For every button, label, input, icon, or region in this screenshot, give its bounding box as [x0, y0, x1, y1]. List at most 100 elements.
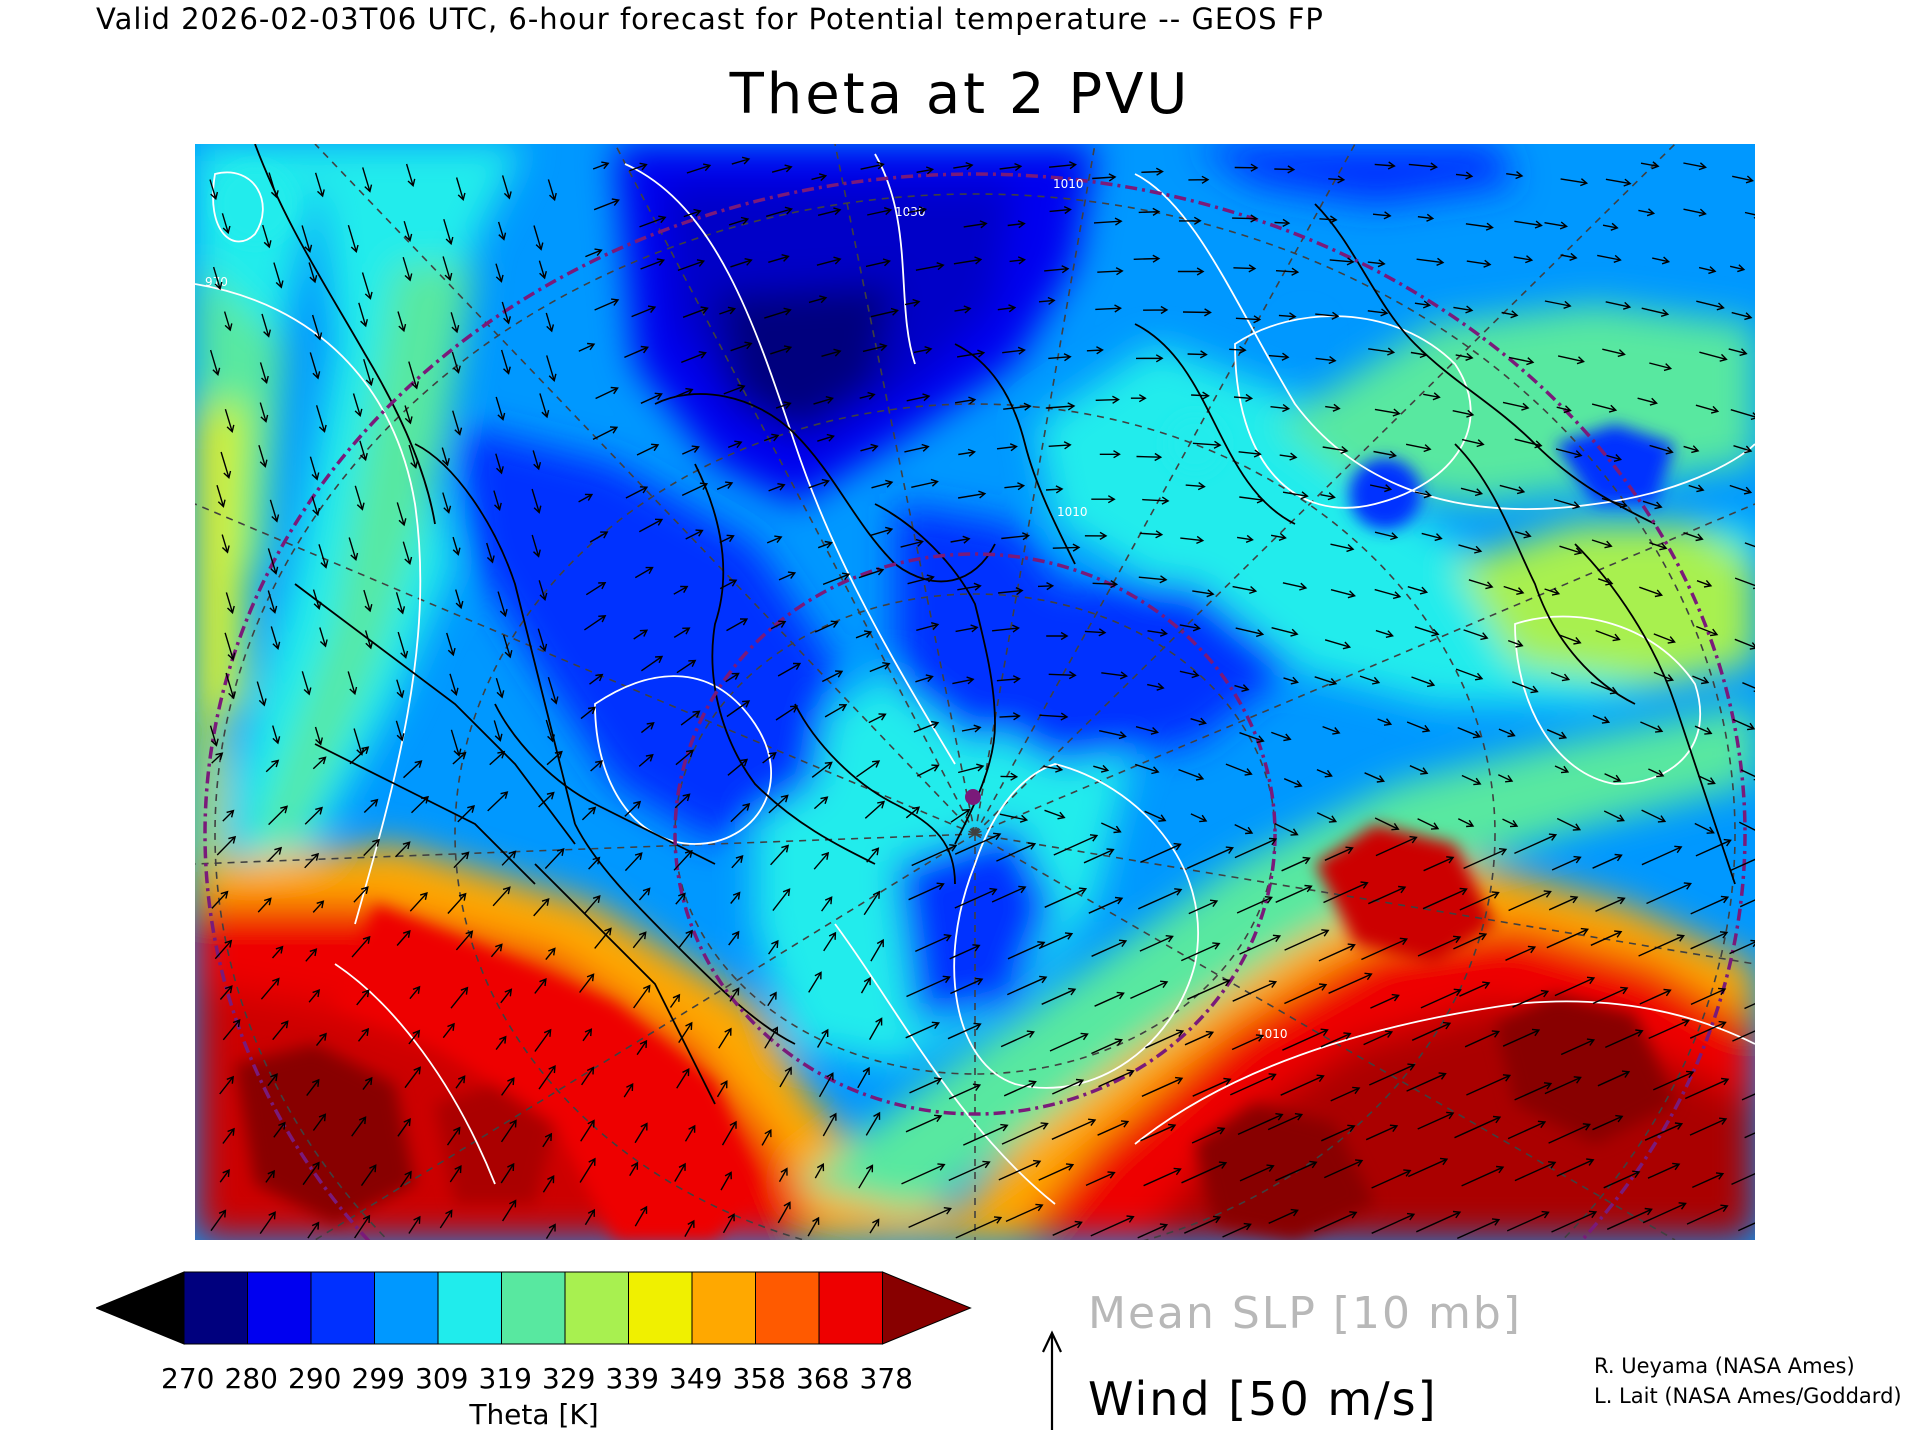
wind-arrow	[1744, 1132, 1755, 1139]
wind-arrow	[1592, 986, 1629, 1005]
wind-arrow	[363, 589, 373, 613]
wind-arrow	[716, 481, 734, 491]
wind-arrow	[1318, 943, 1356, 962]
wind-arrow	[354, 1214, 371, 1239]
wind-arrow	[1729, 939, 1755, 955]
wind-arrow	[593, 198, 620, 211]
wind-arrow	[224, 408, 235, 434]
wind-arrow	[1368, 885, 1407, 905]
wind-arrow	[363, 838, 380, 857]
wind-arrow	[625, 486, 649, 499]
wind-arrow	[631, 305, 657, 318]
colorbar-cell	[755, 1271, 820, 1345]
wind-arrow	[594, 298, 620, 311]
wind-arrow	[269, 499, 280, 523]
wind-arrow	[915, 674, 934, 683]
wind-arrow	[306, 1078, 320, 1097]
colorbar-tick-label: 329	[542, 1362, 596, 1395]
wind-arrow	[1283, 778, 1303, 788]
wind-arrow	[1330, 543, 1355, 553]
colorbar-tick-label: 339	[605, 1362, 659, 1395]
wind-arrow	[1275, 1160, 1318, 1182]
wind-arrow	[722, 1213, 735, 1234]
wind-arrow	[585, 248, 603, 258]
wind-arrow	[1315, 311, 1340, 320]
wind-arrow	[634, 1205, 648, 1227]
wind-arrow	[772, 888, 791, 912]
wind-arrow	[1274, 165, 1296, 174]
wind-arrow	[680, 710, 701, 726]
wind-arrow	[442, 256, 453, 282]
wind-arrow	[446, 1126, 461, 1146]
wind-arrow	[1695, 838, 1732, 857]
wind-arrow	[761, 1128, 772, 1146]
wind-arrow	[1090, 1215, 1135, 1237]
wind-arrow	[905, 1114, 943, 1133]
wind-arrow	[676, 659, 697, 674]
wind-arrow	[357, 1027, 370, 1042]
wind-arrow	[589, 673, 604, 685]
wind-arrow	[1742, 682, 1755, 692]
wind-arrow	[397, 631, 409, 659]
wind-arrow	[1407, 586, 1429, 595]
wind-arrow	[311, 496, 321, 517]
wind-arrow	[718, 1027, 732, 1049]
wind-arrow	[449, 673, 459, 696]
wind-arrow	[272, 1020, 289, 1041]
wind-legend-arrow	[1042, 1330, 1062, 1430]
wind-arrow	[259, 362, 269, 385]
wind-arrow	[403, 760, 423, 779]
wind-arrow	[1370, 993, 1400, 1009]
wind-arrow	[455, 1075, 466, 1089]
wind-arrow	[1417, 213, 1435, 222]
coastlines	[254, 144, 1736, 1105]
wind-arrow	[1592, 714, 1611, 724]
wind-arrow	[1694, 725, 1713, 735]
wind-arrow	[1731, 311, 1753, 321]
wind-arrow	[361, 272, 373, 300]
wind-arrow	[947, 1022, 982, 1040]
wind-arrow	[915, 262, 945, 271]
wind-arrow	[770, 844, 790, 866]
wind-arrow	[1321, 1124, 1356, 1142]
wind-arrow	[545, 1223, 556, 1239]
wind-arrow	[256, 681, 267, 707]
wind-arrow	[1281, 856, 1311, 872]
wind-arrow	[727, 758, 749, 776]
wind-arrow	[1235, 627, 1265, 638]
wind-arrow	[638, 753, 654, 767]
wind-arrow	[906, 393, 931, 402]
wind-arrow	[1053, 834, 1099, 856]
wind-arrow	[501, 301, 511, 325]
wind-arrow	[1503, 585, 1525, 595]
wind-arrow	[304, 852, 320, 869]
wind-arrow	[502, 1199, 517, 1222]
wind-arrow	[1423, 856, 1455, 872]
wind-arrow	[443, 219, 454, 246]
wind-arrow	[533, 897, 550, 917]
wind-arrow	[359, 440, 368, 462]
wind-arrow	[305, 948, 318, 962]
wind-arrow	[1457, 726, 1482, 739]
wind-arrow	[1088, 896, 1124, 914]
wind-arrow	[1592, 853, 1623, 869]
wind-arrow	[257, 897, 272, 913]
wind-arrow	[362, 1076, 373, 1091]
wind-arrow	[730, 803, 751, 823]
wind-arrow	[768, 794, 789, 814]
wind-arrow	[1463, 629, 1489, 641]
wind-arrow	[1314, 676, 1338, 686]
wind-arrow	[856, 760, 881, 778]
wind-arrow	[409, 985, 421, 1000]
wind-arrow	[728, 930, 740, 946]
wind-arrow	[547, 676, 559, 705]
wind-arrow	[1232, 214, 1259, 223]
wind-arrow	[1038, 1163, 1075, 1181]
wind-arrow	[1143, 1167, 1182, 1187]
wind-arrow	[775, 401, 792, 409]
wind-arrow	[405, 163, 416, 188]
wind-arrow	[1091, 939, 1128, 957]
wind-arrow	[1364, 772, 1385, 783]
wind-arrow	[863, 890, 881, 916]
wind-arrow	[720, 1171, 732, 1191]
